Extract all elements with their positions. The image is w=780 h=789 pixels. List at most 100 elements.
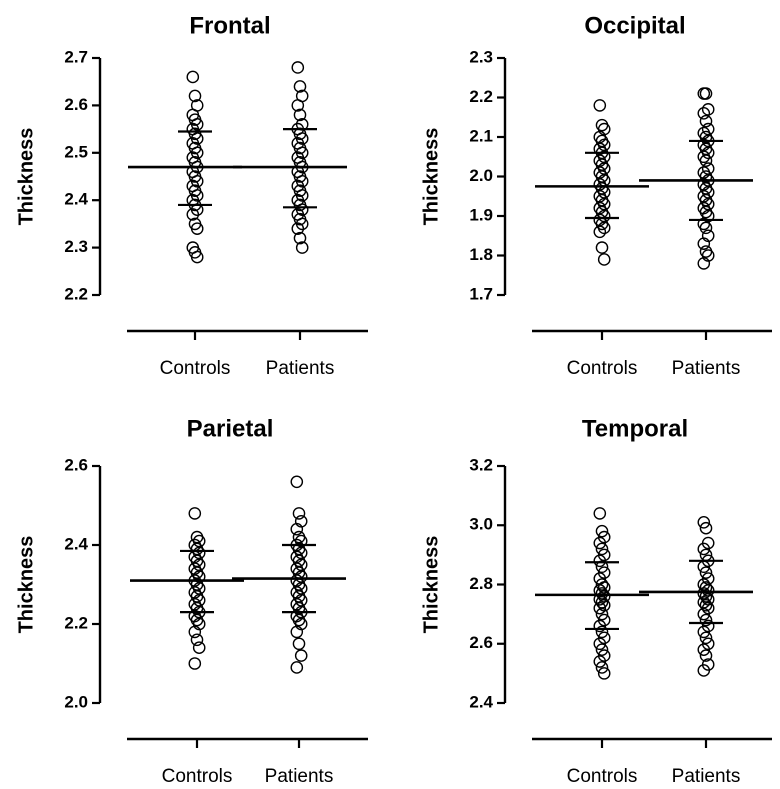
data-point xyxy=(699,649,713,662)
data-point xyxy=(593,655,607,668)
y-axis-label: Thickness xyxy=(15,536,37,634)
y-tick-label: 1.9 xyxy=(469,205,493,224)
data-point xyxy=(593,507,607,520)
data-point xyxy=(697,257,711,270)
panel-temporal: Temporal Thickness 2.4 2.6 2.8 3.0 3.2 Controls… xyxy=(420,415,772,787)
y-tick-label: 2.5 xyxy=(64,142,88,161)
data-point xyxy=(699,631,713,645)
x-tick-label: Controls xyxy=(160,358,231,379)
data-point xyxy=(701,146,715,160)
data-point xyxy=(699,87,713,100)
data-point xyxy=(699,154,713,167)
data-point xyxy=(595,578,609,591)
data-point xyxy=(699,613,713,627)
data-point xyxy=(697,643,711,656)
data-point xyxy=(593,225,607,239)
data-point xyxy=(295,217,309,231)
data-point xyxy=(186,208,200,221)
data-point xyxy=(290,661,304,674)
data-point xyxy=(595,587,609,600)
data-point xyxy=(291,99,305,112)
data-point xyxy=(699,566,713,579)
data-point xyxy=(593,536,607,550)
y-tick-label: 3.0 xyxy=(469,515,493,534)
data-point xyxy=(188,507,202,520)
data-point xyxy=(292,507,306,520)
y-tick-label: 2.0 xyxy=(64,692,88,711)
y-tick-label: 2.6 xyxy=(469,633,493,652)
data-point xyxy=(699,114,713,128)
x-tick-label: Patients xyxy=(266,358,335,379)
data-point xyxy=(295,132,309,145)
y-tick-label: 2.3 xyxy=(64,237,88,256)
data-point xyxy=(593,637,607,651)
data-point xyxy=(595,661,609,674)
data-point xyxy=(188,625,202,639)
data-point xyxy=(593,99,607,112)
x-tick-label: Controls xyxy=(567,766,638,787)
data-point xyxy=(295,174,309,188)
y-tick-label: 2.0 xyxy=(469,166,493,185)
x-tick-label: Patients xyxy=(672,358,741,379)
y-tick-label: 2.1 xyxy=(469,126,493,145)
data-point xyxy=(295,241,309,254)
y-tick-label: 2.2 xyxy=(64,284,88,303)
data-point xyxy=(595,643,609,656)
data-point xyxy=(293,231,307,245)
y-tick-label: 2.8 xyxy=(469,574,493,593)
panel-title: Temporal xyxy=(582,415,688,442)
y-tick-label: 3.2 xyxy=(469,455,493,474)
data-point xyxy=(697,664,711,677)
panel-parietal: Parietal Thickness 2.0 2.2 2.4 2.6 Controls Pat… xyxy=(15,415,368,787)
data-point xyxy=(293,108,307,122)
data-point xyxy=(595,241,609,254)
y-tick-label: 2.4 xyxy=(64,534,88,553)
y-axis-label: Thickness xyxy=(420,536,442,634)
data-point xyxy=(290,475,304,489)
data-point xyxy=(593,601,607,615)
y-tick-label: 2.4 xyxy=(469,692,493,711)
y-tick-label: 2.3 xyxy=(469,47,493,66)
data-point xyxy=(295,189,309,202)
x-tick-label: Controls xyxy=(567,358,638,379)
panel-title: Occipital xyxy=(584,12,685,39)
data-point xyxy=(593,554,607,568)
y-axis-label: Thickness xyxy=(15,128,37,226)
data-point xyxy=(697,607,711,621)
data-point xyxy=(186,70,200,84)
data-point xyxy=(190,189,204,202)
panel-title: Parietal xyxy=(187,415,274,442)
panel-occipital: Occipital Thickness 1.7 1.8 1.9 2.0 2.1 2.2 2.3 C… xyxy=(420,12,772,379)
data-point xyxy=(190,250,204,264)
data-point xyxy=(293,80,307,93)
y-tick-label: 2.2 xyxy=(469,87,493,106)
data-point xyxy=(595,542,609,556)
data-point xyxy=(697,542,711,556)
data-point xyxy=(597,667,611,680)
data-point xyxy=(595,524,609,538)
panel-title: Frontal xyxy=(189,12,270,39)
data-point xyxy=(593,619,607,633)
data-point xyxy=(291,222,305,235)
data-point xyxy=(597,221,611,235)
data-point xyxy=(697,107,711,120)
data-point xyxy=(697,237,711,250)
data-point xyxy=(595,607,609,621)
data-point xyxy=(190,118,204,131)
y-tick-label: 2.6 xyxy=(64,455,88,474)
data-point xyxy=(188,657,202,670)
y-axis-label: Thickness xyxy=(420,128,442,226)
data-point xyxy=(595,560,609,574)
panel-frontal: Frontal Thickness 2.2 2.3 2.4 2.5 2.6 2.7 Contro… xyxy=(15,12,368,379)
y-tick-label: 1.7 xyxy=(469,284,493,303)
data-point xyxy=(190,174,204,188)
y-tick-label: 1.8 xyxy=(469,245,493,264)
data-point xyxy=(295,203,309,216)
y-tick-label: 2.4 xyxy=(64,190,88,209)
data-point xyxy=(699,221,713,235)
data-point xyxy=(291,61,305,74)
x-tick-label: Controls xyxy=(162,766,233,787)
data-point xyxy=(188,89,202,103)
data-point xyxy=(699,521,713,535)
